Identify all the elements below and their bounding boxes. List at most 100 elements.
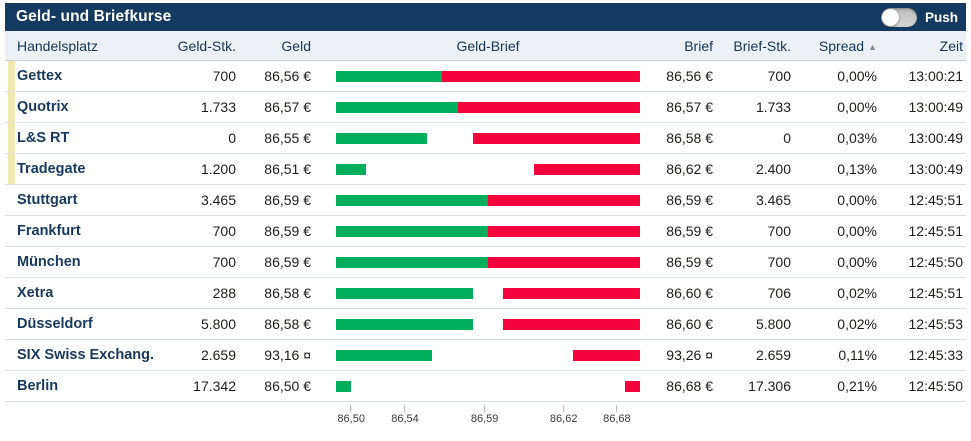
- brief-stk-value: 2.659: [755, 347, 791, 363]
- table-row[interactable]: Gettex 700 86,56 € 86,56 € 700 0,00% 13:…: [5, 61, 966, 92]
- bid-ask-bar-track: [336, 349, 640, 361]
- bid-bar: [336, 163, 367, 175]
- ask-bar: [573, 349, 640, 361]
- bid-bar: [336, 225, 488, 237]
- spread-value: 0,00%: [837, 68, 877, 84]
- column-header-handelsplatz[interactable]: Handelsplatz: [17, 37, 98, 54]
- geld-stk-value: 3.465: [200, 192, 236, 208]
- geld-stk-value: 1.200: [200, 161, 236, 177]
- zeit-value: 13:00:49: [908, 99, 964, 115]
- row-flag-marker: [8, 154, 15, 184]
- bid-ask-bar-track: [336, 132, 640, 144]
- column-header-brief[interactable]: Brief: [684, 37, 713, 54]
- table-row[interactable]: Xetra 288 86,58 € 86,60 € 706 0,02% 12:4…: [5, 278, 966, 309]
- bid-ask-bar-cell: [315, 340, 645, 370]
- column-header-spread-label: Spread: [818, 37, 865, 54]
- venue-name[interactable]: L&S RT: [17, 130, 70, 146]
- zeit-value: 12:45:51: [908, 223, 964, 239]
- table-row[interactable]: Düsseldorf 5.800 86,58 € 86,60 € 5.800 0…: [5, 309, 966, 340]
- price-axis-ticks: 86,50 86,54 86,59 86,62 86,68: [336, 402, 640, 440]
- table-row[interactable]: Stuttgart 3.465 86,59 € 86,59 € 3.465 0,…: [5, 185, 966, 216]
- venue-name[interactable]: Tradegate: [17, 161, 86, 177]
- bid-ask-bar-cell: [315, 154, 645, 184]
- bid-ask-bar-cell: [315, 247, 645, 277]
- geld-value: 86,59 €: [264, 254, 311, 270]
- bid-ask-bar-cell: [315, 92, 645, 122]
- geld-stk-value: 17.342: [193, 378, 236, 394]
- venue-name[interactable]: Gettex: [17, 68, 63, 84]
- table-row[interactable]: München 700 86,59 € 86,59 € 700 0,00% 12…: [5, 247, 966, 278]
- brief-stk-value: 700: [767, 223, 791, 239]
- spread-value: 0,00%: [837, 192, 877, 208]
- table-row[interactable]: L&S RT 0 86,55 € 86,58 € 0 0,03% 13:00:4…: [5, 123, 966, 154]
- axis-tick-mark: [350, 405, 352, 412]
- ask-bar: [488, 194, 640, 206]
- brief-stk-value: 17.306: [748, 378, 791, 394]
- bid-bar: [336, 380, 352, 392]
- venue-cell: Quotrix: [5, 92, 175, 122]
- brief-value: 93,26 ¤: [666, 347, 713, 363]
- brief-stk-value: 706: [767, 285, 791, 301]
- venue-cell: SIX Swiss Exchang.: [5, 340, 175, 370]
- sort-ascending-icon: ▲: [868, 41, 877, 52]
- ask-bar: [503, 287, 640, 299]
- venue-name[interactable]: Düsseldorf: [17, 316, 93, 332]
- spread-value: 0,02%: [837, 316, 877, 332]
- venue-cell: Stuttgart: [5, 185, 175, 215]
- bid-ask-bar-track: [336, 380, 640, 392]
- column-header-spread[interactable]: Spread ▲: [795, 38, 885, 54]
- table-row[interactable]: Tradegate 1.200 86,51 € 86,62 € 2.400 0,…: [5, 154, 966, 185]
- brief-stk-value: 700: [767, 68, 791, 84]
- zeit-value: 12:45:33: [908, 347, 964, 363]
- venue-cell: München: [5, 247, 175, 277]
- widget-title-bar: Geld- und Briefkurse Push: [5, 3, 966, 31]
- brief-value: 86,59 €: [666, 192, 713, 208]
- axis-tick-mark: [404, 405, 406, 412]
- bid-bar: [336, 349, 432, 361]
- ask-bar: [488, 256, 640, 268]
- axis-tick: 86,59: [470, 405, 499, 425]
- venue-name[interactable]: Xetra: [17, 285, 54, 301]
- row-flag-marker: [8, 61, 15, 91]
- push-toggle-group: Push: [880, 7, 958, 27]
- geld-stk-value: 0: [228, 130, 236, 146]
- column-header-zeit[interactable]: Zeit: [939, 37, 963, 54]
- push-toggle[interactable]: [880, 7, 917, 27]
- venue-name[interactable]: Frankfurt: [17, 223, 81, 239]
- brief-value: 86,59 €: [666, 254, 713, 270]
- column-header-geld[interactable]: Geld: [281, 37, 311, 54]
- push-toggle-knob: [881, 8, 899, 26]
- table-row[interactable]: Berlin 17.342 86,50 € 86,68 € 17.306 0,2…: [5, 371, 966, 402]
- venue-name[interactable]: München: [17, 254, 81, 270]
- venue-cell: Berlin: [5, 371, 175, 401]
- ask-bar: [472, 132, 640, 144]
- geld-stk-value: 700: [212, 68, 236, 84]
- venue-name[interactable]: Berlin: [17, 378, 59, 394]
- geld-value: 86,57 €: [264, 99, 311, 115]
- brief-stk-value: 1.733: [755, 99, 791, 115]
- table-row[interactable]: Frankfurt 700 86,59 € 86,59 € 700 0,00% …: [5, 216, 966, 247]
- spread-value: 0,03%: [837, 130, 877, 146]
- bid-ask-bar-cell: [315, 185, 645, 215]
- brief-stk-value: 0: [783, 130, 791, 146]
- table-row[interactable]: Quotrix 1.733 86,57 € 86,57 € 1.733 0,00…: [5, 92, 966, 123]
- geld-value: 86,50 €: [264, 378, 311, 394]
- bid-ask-bar-track: [336, 318, 640, 330]
- axis-tick-label: 86,59: [470, 413, 499, 425]
- table-row[interactable]: SIX Swiss Exchang. 2.659 93,16 ¤ 93,26 ¤…: [5, 340, 966, 371]
- bid-ask-bar-track: [336, 163, 640, 175]
- axis-tick-mark: [484, 405, 486, 412]
- spread-value: 0,21%: [837, 378, 877, 394]
- axis-tick: 86,54: [391, 405, 419, 425]
- column-header-brief-stk[interactable]: Brief-Stk.: [733, 37, 791, 54]
- venue-name[interactable]: Stuttgart: [17, 192, 78, 208]
- brief-value: 86,57 €: [666, 99, 713, 115]
- table-header-row: Handelsplatz Geld-Stk. Geld Geld-Brief B…: [5, 31, 966, 61]
- column-header-geld-stk[interactable]: Geld-Stk.: [177, 37, 236, 54]
- ask-bar: [503, 318, 640, 330]
- venue-name[interactable]: SIX Swiss Exchang.: [17, 347, 154, 363]
- column-header-geld-brief[interactable]: Geld-Brief: [456, 37, 520, 54]
- bid-ask-widget: Geld- und Briefkurse Push Handelsplatz G…: [5, 3, 966, 440]
- geld-value: 86,58 €: [264, 316, 311, 332]
- venue-name[interactable]: Quotrix: [17, 99, 69, 115]
